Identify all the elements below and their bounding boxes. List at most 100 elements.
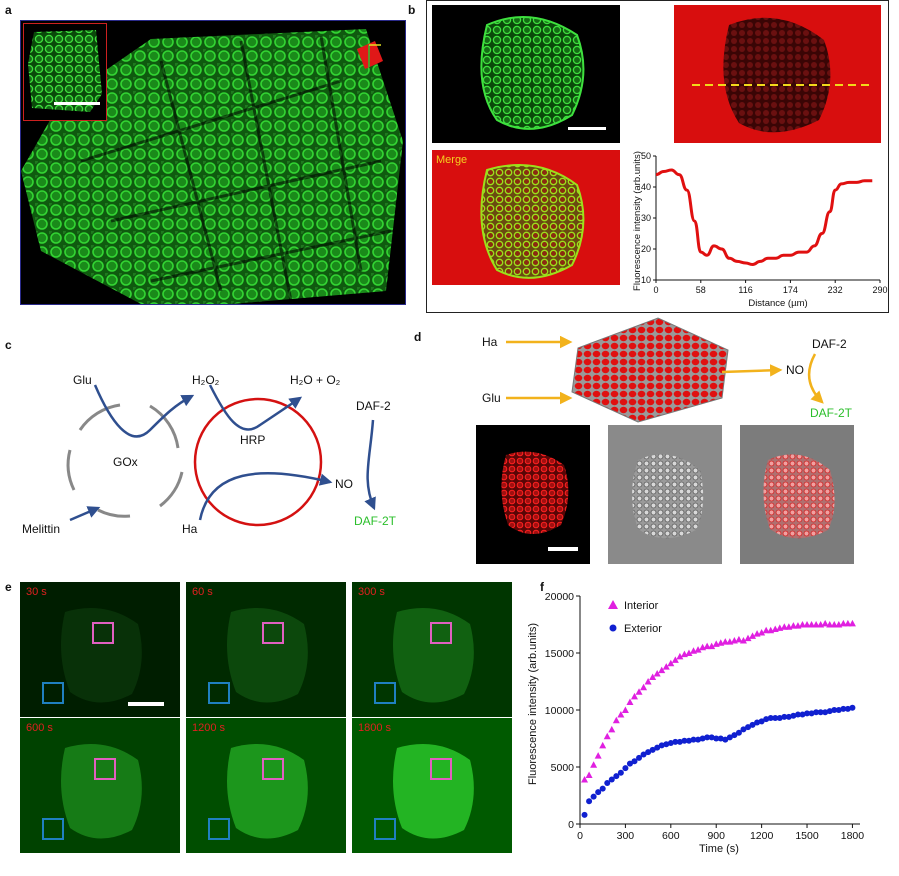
interior-data-point (762, 626, 770, 634)
exterior-data-point (622, 765, 629, 772)
interior-data-point (798, 621, 806, 628)
x-axis-label: Time (s) (699, 843, 739, 855)
merge-label: Merge (436, 154, 468, 166)
gox-label: GOx (113, 455, 138, 469)
y-tick-label: 50 (641, 151, 651, 161)
y-axis-label: Fluorescence intensity (arb.units) (632, 151, 643, 291)
scale-bar (54, 102, 100, 105)
hrp-compartment (193, 397, 323, 527)
time-lapse-frame: 300 s (352, 582, 512, 717)
hrp-label: HRP (240, 433, 265, 447)
interior-data-point (630, 692, 638, 700)
exterior-data-point (586, 798, 593, 805)
y-axis-label: Fluorescence intensity (arb.units) (527, 623, 539, 785)
exterior-data-point (645, 749, 652, 756)
exterior-data-point (676, 738, 683, 745)
cell-aggregate (61, 608, 142, 703)
interior-data-point (612, 716, 620, 724)
interior-roi-box (430, 758, 452, 780)
x-tick-label: 0 (653, 285, 658, 295)
exterior-data-point (840, 705, 847, 712)
exterior-data-point (740, 726, 747, 733)
ha-label: Ha (182, 522, 198, 536)
interior-data-point (758, 628, 766, 636)
y-tick-label: 20 (641, 244, 651, 254)
panel-b-frame (426, 0, 889, 313)
exterior-data-point (826, 708, 833, 715)
interior-data-point (685, 649, 693, 656)
exterior-data-point (804, 710, 811, 717)
interior-data-point (662, 663, 670, 670)
interior-data-point (653, 670, 661, 677)
interior-data-point (803, 621, 811, 628)
ha-label: Ha (482, 335, 498, 349)
panel-a-microscopy-image (20, 20, 406, 305)
exterior-data-point (613, 773, 620, 780)
interior-roi-box (92, 622, 114, 644)
exterior-roi-box (208, 682, 230, 704)
interior-data-point (826, 621, 834, 628)
interior-data-point (603, 732, 611, 740)
interior-data-point (676, 652, 684, 660)
interior-data-point (658, 666, 666, 674)
exterior-data-point (785, 713, 792, 720)
interior-data-point (812, 621, 820, 628)
y-tick-label: 40 (641, 182, 651, 192)
panel-d-fluorescence-image (476, 425, 590, 564)
exterior-roi-box (42, 682, 64, 704)
no-label: NO (786, 363, 804, 377)
time-lapse-image (227, 744, 308, 839)
exterior-data-point (726, 734, 733, 741)
no-label: NO (335, 477, 353, 491)
interior-data-point (594, 752, 602, 759)
interior-data-point (844, 619, 852, 627)
exterior-data-point (663, 741, 670, 748)
daf2-to-daf2t-arrow (807, 353, 824, 404)
exterior-data-point (695, 736, 702, 743)
x-tick-label: 116 (738, 285, 752, 295)
exterior-data-point (813, 709, 820, 716)
legend-exterior-marker (609, 624, 617, 632)
exterior-data-point (790, 712, 797, 719)
interior-data-point (626, 698, 634, 706)
exterior-data-point (595, 789, 602, 796)
interior-data-point (739, 636, 747, 644)
exterior-roi-box (374, 682, 396, 704)
panel-label-b: b (408, 3, 416, 17)
daf2-label: DAF-2 (812, 337, 847, 351)
exterior-data-point (599, 785, 606, 792)
interior-data-point (581, 776, 589, 783)
interior-data-point (640, 683, 648, 691)
exterior-data-point (731, 732, 738, 739)
h2o2-to-h2o-arrow (208, 384, 303, 431)
cell-aggregate (393, 744, 474, 839)
interior-data-point (694, 646, 702, 653)
interior-data-point (848, 619, 856, 627)
y-tick-label: 10 (641, 275, 651, 285)
time-lapse-frame: 600 s (20, 718, 180, 853)
time-lapse-image (61, 608, 142, 703)
interior-data-point (821, 619, 829, 627)
time-lapse-image (393, 608, 474, 703)
x-tick-label: 1500 (795, 830, 819, 842)
exterior-data-point (667, 740, 674, 747)
panel-label-f: f (540, 580, 544, 594)
daf2-label: DAF-2 (356, 399, 391, 413)
exterior-data-point (581, 811, 588, 818)
x-tick-label: 600 (662, 830, 680, 842)
time-lapse-image (227, 608, 308, 703)
exterior-data-point (745, 724, 751, 731)
y-tick-label: 0 (568, 819, 574, 831)
exterior-roi-box (42, 818, 64, 840)
exterior-data-point (708, 734, 715, 741)
panel-d-overlay-image (740, 425, 854, 564)
panel-c-reaction-schematic: Glu H₂O₂ H₂O + O₂ GOx HRP DAF-2 NO Melit… (22, 373, 397, 536)
interior-data-point (635, 688, 643, 695)
exterior-data-point (699, 735, 706, 742)
exterior-data-point (835, 707, 842, 713)
interior-data-point (830, 621, 838, 628)
time-stamp-label: 60 s (192, 586, 213, 598)
cell-aggregate (227, 608, 308, 703)
legend-interior-marker (608, 600, 618, 609)
panel-b-green-channel-image (432, 5, 620, 143)
